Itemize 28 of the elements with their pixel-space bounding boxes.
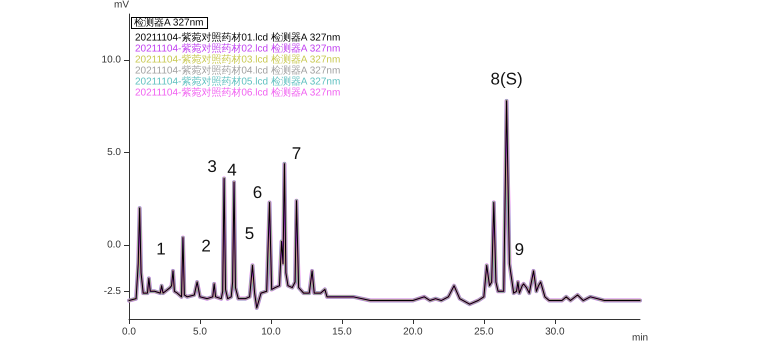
y-tick-label: 10.0: [102, 54, 122, 66]
y-tick-label: -2.5: [104, 286, 122, 297]
annotation: 6: [252, 183, 262, 202]
annotation: 2: [201, 236, 211, 256]
y-axis-title: mV: [114, 0, 130, 10]
x-tick-label: 30.0: [545, 326, 565, 338]
text: 20211104-紫菀对照药材04.lcd 检测器A 327nm: [135, 64, 340, 76]
text: 20211104-紫菀对照药材05.lcd 检测器A 327nm: [135, 76, 340, 88]
x-tick-label: 20.0: [403, 326, 424, 338]
annotation: 1: [156, 239, 166, 258]
text: 20211104-紫菀对照药材02.lcd 检测器A 327nm: [135, 42, 340, 54]
y-tick-label: 5.0: [107, 147, 122, 158]
text: 20211104-紫菀对照药材01.lcd 检测器A 327nm: [135, 32, 340, 44]
annotation: 4: [227, 160, 237, 180]
annotation: 7: [292, 144, 302, 164]
text: 20211104-紫菀对照药材06.lcd 检测器A 327nm: [135, 86, 340, 98]
annotation: 5: [244, 224, 254, 243]
annotation: 9: [514, 240, 524, 260]
x-tick-label: 0.0: [122, 326, 136, 338]
annotation: 8(S): [490, 69, 523, 88]
x-tick-label: 10.0: [261, 326, 282, 338]
x-axis-title: min: [632, 332, 648, 343]
x-tick-label: 5.0: [193, 326, 208, 338]
x-tick-label: 15.0: [332, 326, 352, 338]
x-tick-label: 25.0: [474, 326, 494, 338]
y-tick-label: 0.0: [107, 240, 122, 251]
text: 20211104-紫菀对照药材03.lcd 检测器A 327nm: [135, 54, 340, 66]
annotation: 3: [207, 157, 217, 176]
